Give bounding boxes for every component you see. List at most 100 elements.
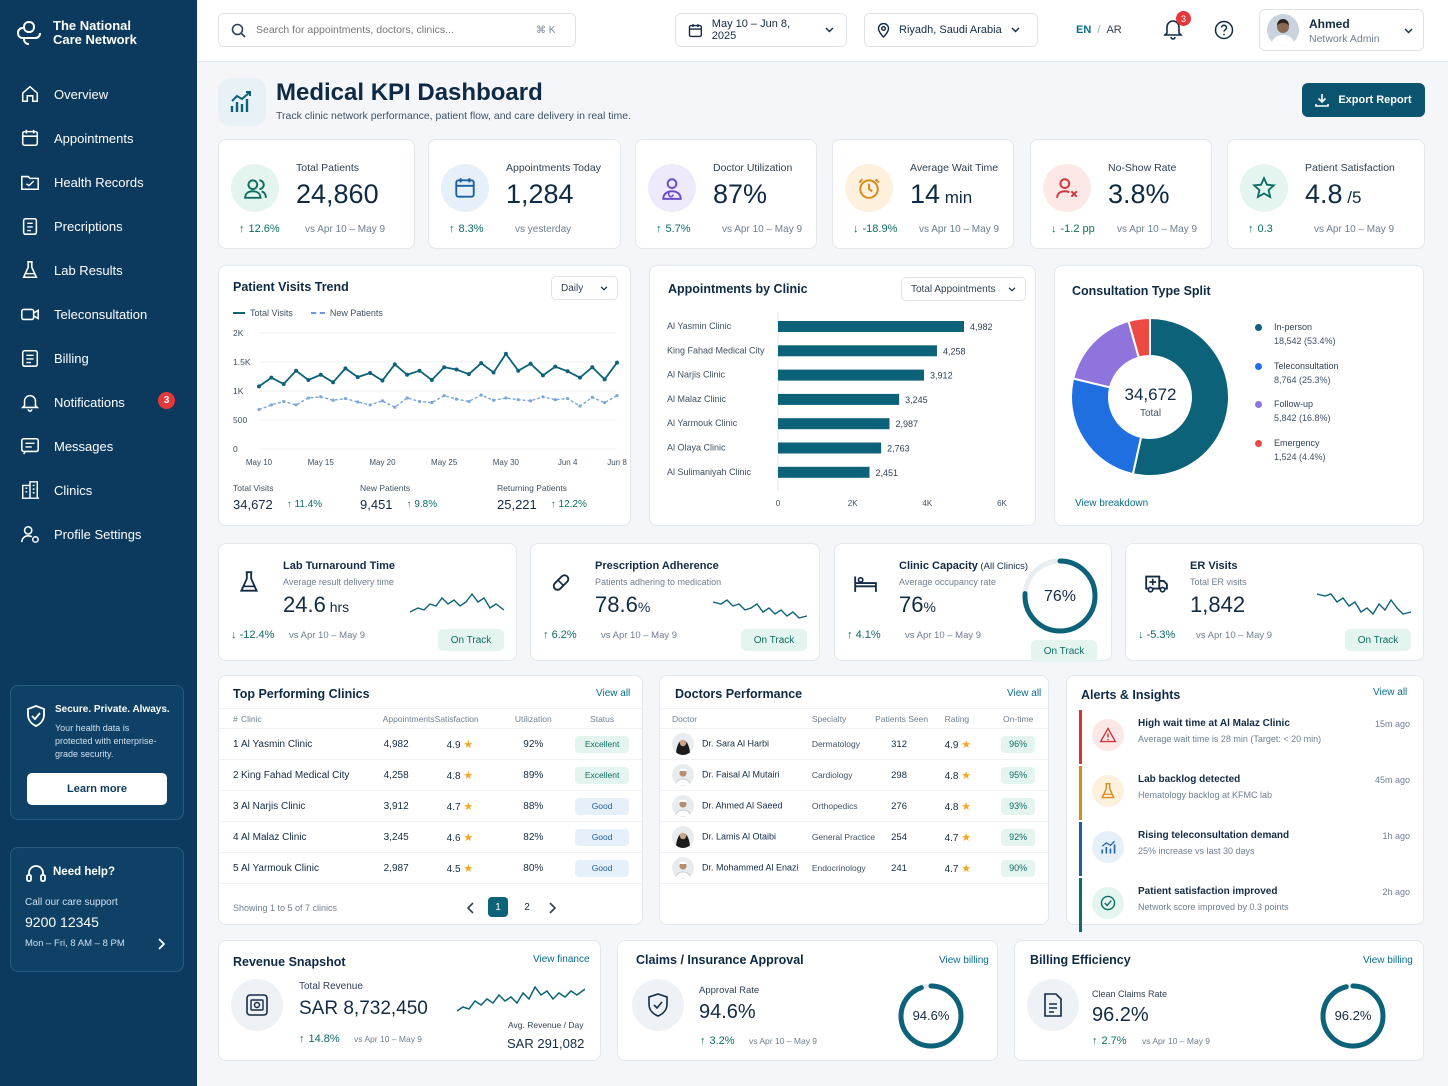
kpi-value: 1,284 bbox=[506, 179, 574, 209]
x-tick-label: May 15 bbox=[308, 458, 335, 467]
billing-view-billing[interactable]: View billing bbox=[1363, 955, 1413, 966]
notifications-button[interactable]: 3 bbox=[1163, 11, 1191, 42]
sidebar-item-overview[interactable]: Overview bbox=[0, 72, 197, 116]
brand[interactable]: The National Care Network bbox=[14, 18, 153, 48]
sidebar-item-teleconsultation[interactable]: Teleconsultation bbox=[0, 292, 197, 336]
table-row[interactable]: Dr. Sara Al Harbi Dermatology 312 4.9 ★ … bbox=[660, 728, 1048, 760]
sidebar-item-profile-settings[interactable]: Profile Settings bbox=[0, 512, 197, 556]
chevron-right-icon[interactable] bbox=[548, 902, 556, 914]
alert-item[interactable]: High wait time at Al Malaz Clinic Averag… bbox=[1079, 710, 1410, 764]
doctors-view-all[interactable]: View all bbox=[1007, 688, 1042, 699]
visits-range-select[interactable]: Daily bbox=[551, 276, 618, 300]
sidebar-item-billing[interactable]: Billing bbox=[0, 336, 197, 380]
page-2-button[interactable]: 2 bbox=[524, 901, 530, 913]
table-row[interactable]: 2 King Fahad Medical City 4,258 4.8 ★ 89… bbox=[219, 759, 642, 791]
sidebar-item-notifications[interactable]: Notifications 3 bbox=[0, 380, 197, 424]
clinic-cell: Al Yarmouk Clinic bbox=[240, 852, 361, 884]
sidebar-item-appointments[interactable]: Appointments bbox=[0, 116, 197, 160]
lang-en[interactable]: EN bbox=[1076, 24, 1092, 36]
patients-seen-cell: 241 bbox=[875, 852, 945, 884]
claims-view-billing[interactable]: View billing bbox=[939, 955, 989, 966]
learn-more-button[interactable]: Learn more bbox=[27, 773, 167, 805]
table-row[interactable]: Dr. Faisal Al Mutairi Cardiology 298 4.8… bbox=[660, 759, 1048, 791]
export-report-button[interactable]: Export Report bbox=[1302, 83, 1425, 117]
table-row[interactable]: Dr. Ahmed Al Saeed Orthopedics 276 4.8 ★… bbox=[660, 790, 1048, 822]
bar-category-label: Al Narjis Clinic bbox=[667, 370, 726, 380]
y-tick-label: 1.5K bbox=[233, 357, 251, 367]
kpi-value: 14 min bbox=[910, 179, 973, 209]
donut-slice-emergency[interactable] bbox=[1127, 316, 1151, 359]
view-breakdown-link[interactable]: View breakdown bbox=[1075, 498, 1149, 509]
view-finance-link[interactable]: View finance bbox=[533, 954, 590, 965]
prescription-icon bbox=[22, 217, 38, 235]
chevron-down-icon bbox=[1008, 286, 1016, 292]
sidebar-item-health-records[interactable]: Health Records bbox=[0, 160, 197, 204]
specialty-cell: Endocrinology bbox=[811, 852, 876, 884]
data-point bbox=[380, 399, 385, 403]
alert-subtitle: Network score improved by 0.3 points bbox=[1138, 902, 1289, 912]
bar[interactable] bbox=[778, 393, 900, 405]
table-row[interactable]: Dr. Mohammed Al Enazi Endocrinology 241 … bbox=[660, 852, 1048, 884]
search-input[interactable] bbox=[256, 24, 526, 36]
search-box[interactable]: ⌘ K bbox=[218, 13, 576, 47]
page-title: Medical KPI Dashboard bbox=[276, 79, 543, 106]
legend-item: In-person 18,542 (53.4%) bbox=[1255, 322, 1339, 361]
alert-item[interactable]: Rising teleconsultation demand 25% incre… bbox=[1079, 822, 1410, 876]
table-row[interactable]: Dr. Lamis Al Otaibi General Practice 254… bbox=[660, 821, 1048, 853]
bar[interactable] bbox=[778, 369, 925, 381]
doctor-icon bbox=[662, 178, 682, 200]
table-row[interactable]: 3 Al Narjis Clinic 3,912 4.7 ★ 88% Good bbox=[219, 790, 642, 822]
user-gear-icon bbox=[21, 525, 39, 543]
mini-title: Prescription Adherence bbox=[595, 560, 719, 572]
check-icon bbox=[1100, 895, 1116, 911]
data-point bbox=[615, 360, 619, 365]
sidebar-item-precriptions[interactable]: Precriptions bbox=[0, 204, 197, 248]
table-row[interactable]: 5 Al Yarmouk Clinic 2,987 4.5 ★ 80% Good bbox=[219, 852, 642, 884]
alerts-view-all[interactable]: View all bbox=[1373, 687, 1408, 698]
page-1-button[interactable]: 1 bbox=[488, 897, 508, 917]
sidebar-item-messages[interactable]: Messages bbox=[0, 424, 197, 468]
chevron-left-icon[interactable] bbox=[467, 902, 475, 914]
date-range-picker[interactable]: May 10 – Jun 8, 2025 bbox=[675, 13, 847, 47]
kpi-icon-tile bbox=[648, 164, 696, 212]
alert-item[interactable]: Lab backlog detected Hematology backlog … bbox=[1079, 766, 1410, 820]
bar-value-label: 2,451 bbox=[876, 468, 899, 478]
bar[interactable] bbox=[778, 442, 882, 454]
legend-item: Teleconsultation 8,764 (25.3%) bbox=[1255, 361, 1339, 400]
sidebar-item-lab-results[interactable]: Lab Results bbox=[0, 248, 197, 292]
sidebar-item-label: Teleconsultation bbox=[54, 306, 148, 322]
donut-slice-in-person[interactable] bbox=[1131, 316, 1230, 477]
help-circle-icon[interactable] bbox=[1214, 20, 1234, 40]
lang-ar[interactable]: AR bbox=[1106, 24, 1122, 36]
table-row[interactable]: 1 Al Yasmin Clinic 4,982 4.9 ★ 92% Excel… bbox=[219, 728, 642, 760]
users-icon bbox=[244, 179, 267, 199]
bar[interactable] bbox=[778, 321, 964, 332]
bar[interactable] bbox=[778, 466, 870, 478]
mini-value: 1,842 bbox=[1190, 592, 1246, 617]
user-menu[interactable]: Ahmed Network Admin bbox=[1259, 9, 1424, 51]
help-card[interactable]: Need help? Call our care support 9200 12… bbox=[10, 847, 184, 972]
mini-value: 24.6 hrs bbox=[283, 592, 350, 617]
sidebar-item-clinics[interactable]: Clinics bbox=[0, 468, 197, 512]
flask-icon bbox=[22, 261, 38, 279]
legend-name: In-person bbox=[1274, 322, 1313, 332]
column-header: # bbox=[219, 708, 241, 729]
data-point bbox=[269, 375, 274, 380]
kpi-change: ↑ 5.7% bbox=[656, 223, 691, 235]
bell-icon bbox=[1163, 20, 1183, 40]
table-row[interactable]: 4 Al Malaz Clinic 3,245 4.6 ★ 82% Good bbox=[219, 821, 642, 853]
clinic-metric-select[interactable]: Total Appointments bbox=[901, 277, 1026, 301]
bar[interactable] bbox=[778, 418, 890, 430]
security-card: Secure. Private. Always. Your health dat… bbox=[10, 685, 184, 820]
alert-item[interactable]: Patient satisfaction improved Network sc… bbox=[1079, 878, 1410, 932]
location-picker[interactable]: Riyadh, Saudi Arabia bbox=[864, 13, 1038, 47]
claims-title: Claims / Insurance Approval bbox=[636, 953, 804, 967]
donut-slice-follow-up[interactable] bbox=[1071, 319, 1141, 389]
data-point bbox=[343, 366, 348, 371]
help-phone[interactable]: 9200 12345 bbox=[25, 914, 99, 930]
sidebar-item-label: Overview bbox=[54, 86, 109, 102]
top-clinics-view-all[interactable]: View all bbox=[596, 688, 631, 699]
bar[interactable] bbox=[778, 345, 937, 357]
doctors-title: Doctors Performance bbox=[675, 687, 803, 701]
x-tick-label: May 25 bbox=[431, 458, 458, 467]
